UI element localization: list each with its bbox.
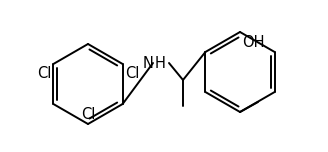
Text: N: N [142, 57, 153, 71]
Text: H: H [155, 55, 166, 71]
Text: Cl: Cl [37, 66, 51, 81]
Text: Cl: Cl [125, 66, 139, 81]
Text: Cl: Cl [81, 107, 95, 122]
Text: OH: OH [242, 35, 264, 50]
